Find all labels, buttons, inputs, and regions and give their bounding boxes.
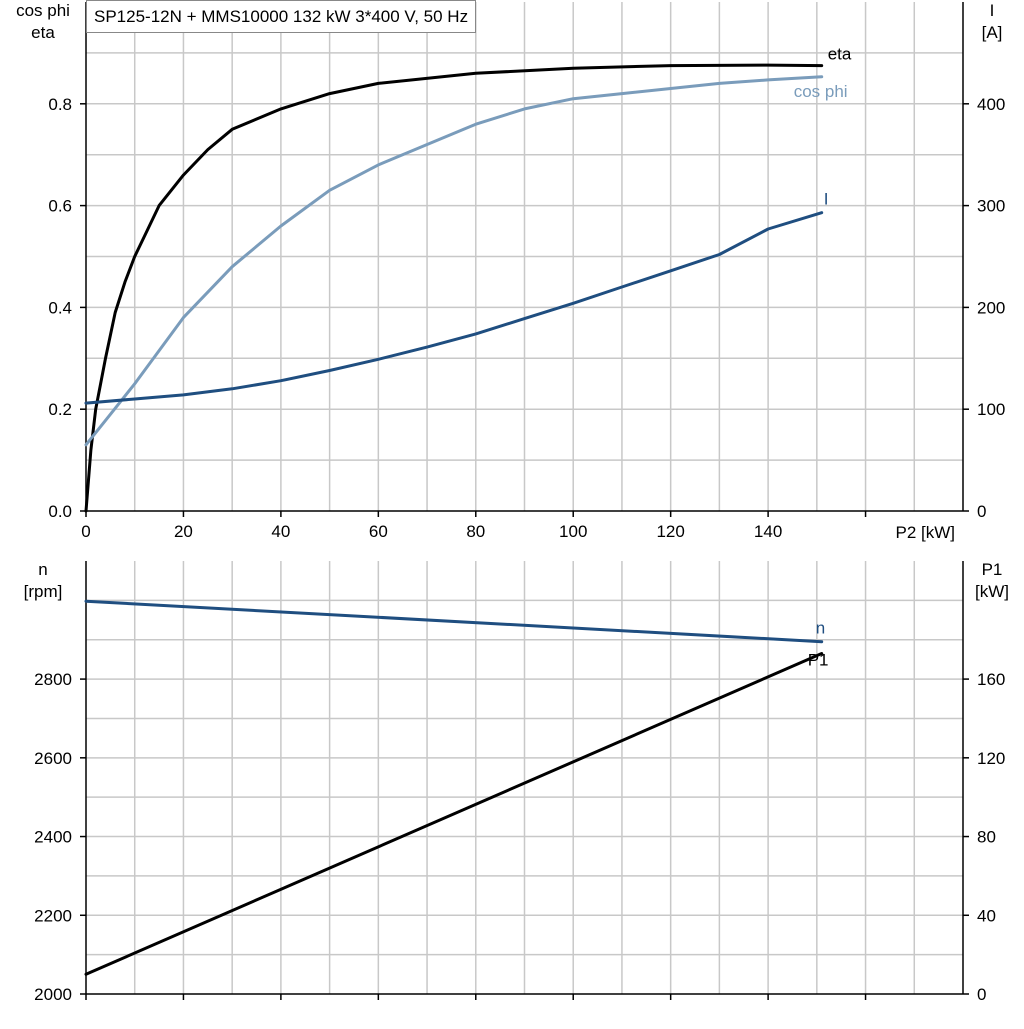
y-right-tick-label: 80 — [977, 828, 996, 847]
y-left-tick-label: 0.2 — [48, 400, 72, 419]
y-left-tick-label: 2800 — [34, 670, 72, 689]
y-left-tick-label: 0.6 — [48, 197, 72, 216]
series-line-cos-phi — [84, 75, 824, 447]
series-line-eta — [84, 63, 824, 513]
y-left-axis-label: eta — [31, 23, 55, 42]
y-left-tick-label: 0.8 — [48, 95, 72, 114]
chart-title: SP125-12N + MMS10000 132 kW 3*400 V, 50 … — [86, 0, 477, 33]
y-right-axis-label: I — [990, 1, 995, 20]
y-right-tick-label: 40 — [977, 906, 996, 925]
x-axis-label: P2 [kW] — [895, 523, 955, 542]
x-tick-label: 140 — [754, 522, 782, 541]
y-right-axis-label: [kW] — [975, 582, 1009, 601]
y-right-tick-label: 160 — [977, 670, 1005, 689]
series-label-i: I — [824, 190, 829, 209]
panel-bottom — [80, 561, 969, 1000]
y-right-axis-label: P1 — [982, 560, 1003, 579]
y-left-axis-label: [rpm] — [24, 582, 63, 601]
x-tick-label: 40 — [271, 522, 290, 541]
x-tick-label: 20 — [174, 522, 193, 541]
x-tick-label: 100 — [559, 522, 587, 541]
y-left-axis-label: n — [38, 560, 47, 579]
y-right-axis-label: [A] — [982, 23, 1003, 42]
x-tick-label: 120 — [656, 522, 684, 541]
series-label-eta: eta — [828, 45, 852, 64]
x-tick-label: 80 — [466, 522, 485, 541]
panel-top — [80, 2, 969, 517]
x-tick-label: 60 — [369, 522, 388, 541]
series-line-n — [84, 599, 824, 644]
series-line-p1 — [84, 652, 824, 976]
y-right-tick-label: 0 — [977, 502, 986, 521]
series-label-cos-phi: cos phi — [794, 82, 848, 101]
y-right-tick-label: 120 — [977, 749, 1005, 768]
x-tick-label: 0 — [81, 522, 90, 541]
y-left-tick-label: 0.4 — [48, 298, 72, 317]
series-label-p1: P1 — [808, 651, 829, 670]
y-right-tick-label: 400 — [977, 95, 1005, 114]
y-right-tick-label: 300 — [977, 197, 1005, 216]
y-left-axis-label: cos phi — [16, 1, 70, 20]
y-right-tick-label: 100 — [977, 400, 1005, 419]
y-right-tick-label: 0 — [977, 985, 986, 1004]
y-left-tick-label: 2400 — [34, 828, 72, 847]
y-right-tick-label: 200 — [977, 298, 1005, 317]
y-left-tick-label: 0.0 — [48, 502, 72, 521]
series-line-i — [84, 211, 824, 405]
y-left-tick-label: 2200 — [34, 906, 72, 925]
y-left-tick-label: 2600 — [34, 749, 72, 768]
y-left-tick-label: 2000 — [34, 985, 72, 1004]
series-label-n: n — [816, 619, 825, 638]
